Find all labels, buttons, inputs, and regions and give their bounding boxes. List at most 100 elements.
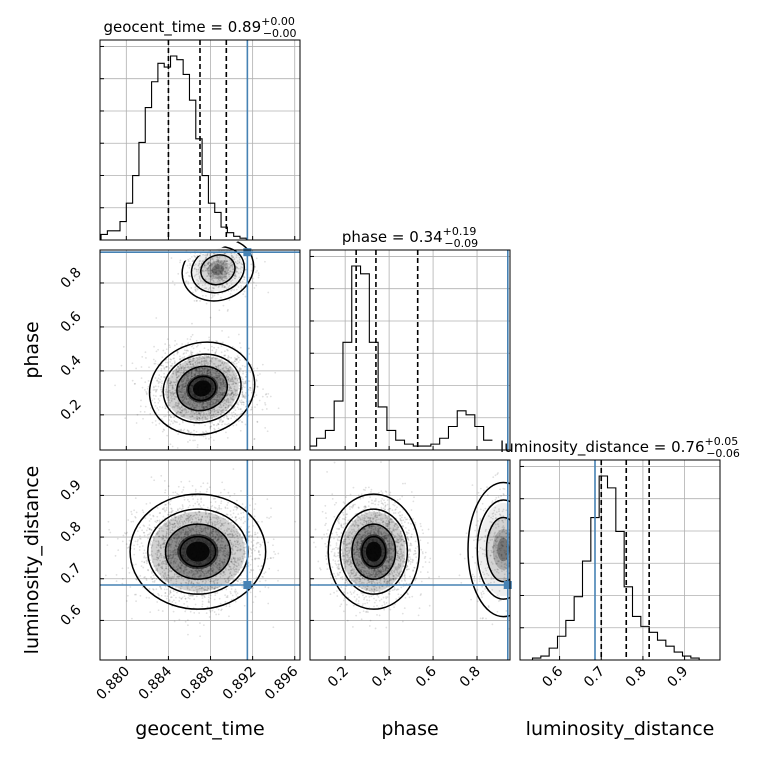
sample-point (177, 370, 179, 373)
sample-point (170, 508, 173, 510)
sample-point (170, 579, 172, 582)
sample-point (216, 521, 219, 524)
sample-point (222, 565, 225, 568)
sample-point (143, 410, 146, 413)
sample-point (226, 544, 229, 547)
sample-point (205, 369, 208, 371)
sample-point (169, 384, 172, 387)
sample-point (152, 389, 155, 391)
sample-point (144, 556, 147, 559)
sample-point (152, 588, 155, 591)
sample-point (166, 390, 169, 393)
sample-point (242, 372, 244, 375)
sample-point (226, 262, 228, 265)
sample-point (169, 358, 172, 361)
sample-point (235, 372, 238, 375)
sample-point (176, 509, 179, 512)
sample-point (196, 590, 199, 593)
sample-point (164, 375, 166, 378)
sample-point (196, 357, 199, 360)
sample-point (174, 396, 177, 398)
sample-point (216, 380, 219, 383)
sample-point (234, 392, 237, 395)
sample-point (185, 398, 188, 400)
title-lower-error: −0.00 (263, 27, 297, 40)
sample-point (267, 392, 270, 395)
sample-point (172, 381, 175, 383)
sample-point (186, 498, 189, 501)
sample-point (186, 363, 189, 366)
sample-point (122, 534, 125, 537)
sample-point (217, 293, 219, 296)
sample-point (170, 570, 173, 573)
sample-point (199, 300, 201, 302)
sample-point (187, 513, 190, 516)
sample-point (216, 280, 219, 283)
sample-point (234, 519, 237, 522)
sample-point (235, 358, 238, 361)
sample-point (198, 405, 200, 408)
sample-point (224, 275, 226, 278)
sample-point (217, 399, 220, 402)
sample-point (200, 366, 203, 369)
sample-point (191, 405, 194, 408)
sample-point (200, 573, 203, 575)
sample-point (217, 413, 219, 416)
sample-point (225, 374, 228, 377)
sample-point (132, 564, 135, 566)
sample-point (202, 624, 205, 627)
sample-point (218, 285, 220, 288)
sample-point (208, 600, 210, 603)
sample-point (239, 401, 242, 404)
sample-point (183, 367, 186, 370)
sample-point (214, 536, 217, 539)
sample-point (174, 587, 177, 589)
sample-point (198, 417, 201, 420)
sample-point (196, 417, 199, 420)
sample-point (217, 272, 220, 275)
sample-point (170, 510, 173, 513)
sample-point (233, 563, 236, 566)
sample-point (215, 377, 218, 379)
sample-point (220, 263, 223, 266)
sample-point (233, 415, 236, 418)
sample-point (237, 254, 240, 257)
sample-point (223, 370, 226, 372)
sample-point (195, 403, 198, 405)
sample-point (171, 364, 173, 367)
sample-point (171, 386, 174, 389)
sample-point (176, 447, 179, 449)
sample-point (215, 260, 218, 263)
sample-point (174, 403, 177, 406)
sample-point (212, 260, 215, 263)
sample-point (219, 382, 221, 385)
sample-point (229, 368, 232, 371)
sample-point (212, 275, 215, 278)
sample-point (240, 401, 243, 404)
sample-point (232, 395, 235, 398)
sample-point (193, 412, 195, 415)
sample-point (178, 390, 180, 392)
sample-point (156, 559, 159, 561)
sample-point (198, 582, 200, 585)
sample-point (227, 522, 230, 525)
sample-point (238, 356, 241, 359)
sample-point (211, 345, 213, 348)
sample-point (206, 367, 208, 370)
sample-point (234, 261, 237, 264)
sample-point (205, 361, 208, 364)
sample-point (238, 568, 240, 571)
sample-point (211, 421, 213, 424)
sample-point (209, 254, 212, 257)
sample-point (217, 263, 219, 266)
sample-point (167, 549, 170, 552)
sample-point (212, 571, 214, 574)
sample-point (196, 498, 199, 501)
sample-point (179, 371, 182, 374)
sample-point (166, 595, 169, 598)
sample-point (174, 525, 177, 527)
sample-point (226, 596, 229, 599)
hist-title-luminosity_distance: luminosity_distance = 0.76+0.05 −0.06 (500, 435, 740, 460)
sample-point (182, 388, 185, 391)
sample-point (200, 574, 203, 577)
